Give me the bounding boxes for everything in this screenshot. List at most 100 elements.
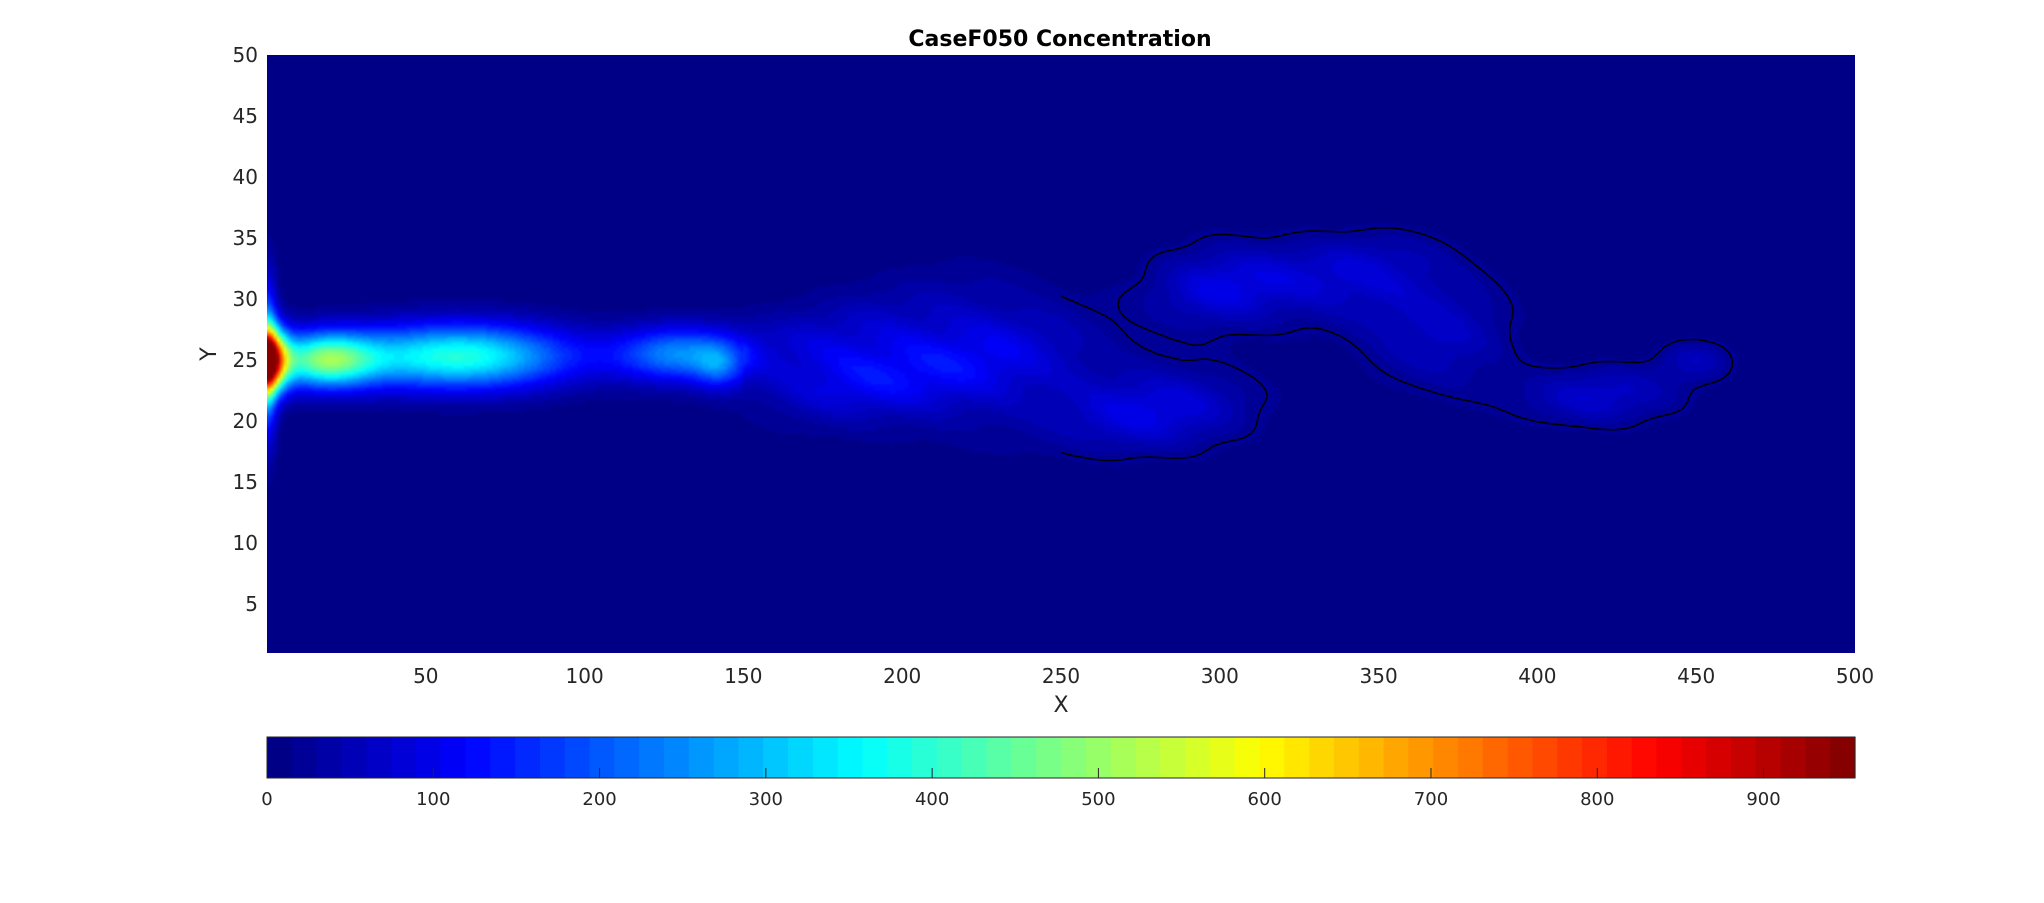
colorbar-segment — [763, 737, 789, 778]
y-tick-label: 30 — [233, 287, 258, 311]
colorbar-segment — [291, 737, 318, 778]
colorbar-segment — [788, 737, 814, 778]
colorbar-segment — [1830, 737, 1856, 778]
colorbar-segment — [515, 737, 541, 778]
colorbar-tick-label: 900 — [1746, 789, 1780, 810]
colorbar-segment — [1110, 737, 1137, 778]
colorbar-segment — [837, 737, 864, 778]
colorbar-tick-label: 800 — [1580, 789, 1614, 810]
colorbar-tick-label: 400 — [915, 789, 949, 810]
x-tick-label: 450 — [1677, 664, 1715, 688]
colorbar-segment — [912, 737, 938, 778]
colorbar-ticks: 0 100 200 300 400 500 600 700 800 900 — [261, 768, 1781, 810]
colorbar-segment — [465, 737, 491, 778]
colorbar-frame — [266, 736, 1856, 779]
colorbar-segment — [713, 737, 740, 778]
colorbar — [266, 736, 1856, 779]
colorbar-segment — [1160, 737, 1186, 778]
colorbar-segment — [862, 737, 888, 778]
colorbar-segment — [936, 737, 963, 778]
colorbar-segment — [1755, 737, 1782, 778]
colorbar-segment — [1408, 737, 1434, 778]
plot-area — [267, 55, 1855, 653]
colorbar-segment — [1036, 737, 1062, 778]
colorbar-segment — [1805, 737, 1831, 778]
colorbar-segment — [1582, 737, 1608, 778]
y-tick-label: 20 — [233, 409, 258, 433]
y-tick-label: 45 — [233, 104, 258, 128]
colorbar-segment — [1309, 737, 1335, 778]
colorbar-segment — [589, 737, 615, 778]
colorbar-segment — [267, 737, 293, 778]
colorbar-segment — [664, 737, 690, 778]
x-tick-label: 400 — [1518, 664, 1556, 688]
x-axis-ticks: 50 100 150 200 250 300 350 400 450 500 — [413, 664, 1874, 688]
colorbar-segment — [1706, 737, 1732, 778]
x-axis-label: X — [1053, 693, 1068, 718]
y-tick-label: 15 — [233, 470, 258, 494]
colorbar-segment — [564, 737, 591, 778]
colorbar-segment — [986, 737, 1012, 778]
colorbar-segment — [539, 737, 566, 778]
x-tick-label: 100 — [566, 664, 604, 688]
x-tick-label: 50 — [413, 664, 438, 688]
x-tick-label: 350 — [1360, 664, 1398, 688]
y-tick-label: 40 — [233, 165, 258, 189]
colorbar-tick-label: 300 — [749, 789, 783, 810]
colorbar-segment — [1780, 737, 1806, 778]
y-axis-ticks: 5 10 15 20 25 30 35 40 45 50 — [233, 43, 258, 616]
colorbar-tick-label: 100 — [416, 789, 450, 810]
colorbar-segment — [812, 737, 839, 778]
colorbar-segment — [415, 737, 442, 778]
colorbar-segment — [639, 737, 665, 778]
colorbar-segment — [490, 737, 516, 778]
colorbar-segment — [1383, 737, 1409, 778]
colorbar-segment — [1333, 737, 1360, 778]
colorbar-segment — [316, 737, 343, 778]
colorbar-segment — [1135, 737, 1161, 778]
colorbar-segment — [1061, 737, 1087, 778]
colorbar-segment — [1358, 737, 1385, 778]
colorbar-segment — [1557, 737, 1583, 778]
x-tick-label: 200 — [883, 664, 921, 688]
x-tick-label: 500 — [1836, 664, 1874, 688]
y-tick-label: 35 — [233, 226, 258, 250]
colorbar-tick-label: 600 — [1248, 789, 1282, 810]
colorbar-tick-label: 200 — [582, 789, 616, 810]
colorbar-segment — [1011, 737, 1037, 778]
colorbar-segment — [614, 737, 640, 778]
colorbar-segment — [1284, 737, 1310, 778]
colorbar-segment — [341, 737, 367, 778]
colorbar-segment — [391, 737, 417, 778]
colorbar-tick-label: 700 — [1414, 789, 1448, 810]
colorbar-segment — [440, 737, 467, 778]
colorbar-segment — [1482, 737, 1509, 778]
colorbar-segment — [366, 737, 392, 778]
colorbar-segment — [1656, 737, 1682, 778]
y-tick-label: 5 — [245, 592, 258, 616]
y-tick-label: 25 — [233, 348, 258, 372]
colorbar-segment — [1507, 737, 1534, 778]
colorbar-tick-label: 0 — [261, 789, 272, 810]
contour-lines — [1060, 227, 1734, 462]
colorbar-segment — [887, 737, 913, 778]
colorbar-segment — [1681, 737, 1707, 778]
x-tick-label: 300 — [1201, 664, 1239, 688]
colorbar-tick-label: 500 — [1081, 789, 1115, 810]
colorbar-segment — [1458, 737, 1484, 778]
colorbar-segment — [1631, 737, 1658, 778]
y-tick-label: 50 — [233, 43, 258, 67]
colorbar-segment — [1606, 737, 1633, 778]
colorbar-segment — [738, 737, 764, 778]
colorbar-segment — [1209, 737, 1236, 778]
colorbar-segment — [688, 737, 715, 778]
chart-title: CaseF050 Concentration — [908, 27, 1211, 52]
x-tick-label: 250 — [1042, 664, 1080, 688]
colorbar-segment — [1259, 737, 1285, 778]
colorbar-segment — [1234, 737, 1261, 778]
contour-line — [1060, 227, 1734, 462]
colorbar-segment — [961, 737, 988, 778]
colorbar-segment — [1730, 737, 1757, 778]
colorbar-segment — [1532, 737, 1558, 778]
